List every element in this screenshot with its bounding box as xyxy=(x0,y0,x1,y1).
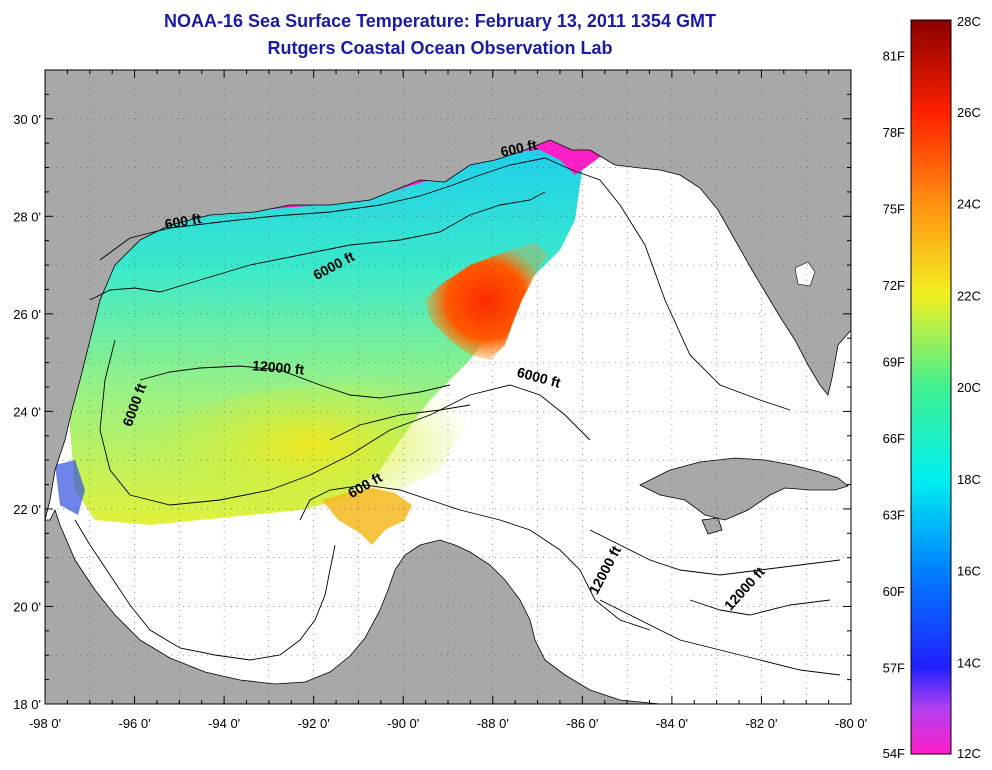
latitude-tick-label: 30 0' xyxy=(13,112,41,127)
latitude-tick-label: 26 0' xyxy=(13,307,41,322)
longitude-tick-label: -90 0' xyxy=(387,716,419,731)
colorbar-fahrenheit-labels: 81F 78F 75F 72F 69F 66F 63F 60F 57F 54F xyxy=(883,49,905,761)
longitude-axis: -98 0' -96 0' -94 0' -92 0' -90 0' -88 0' -86 … xyxy=(29,716,867,731)
latitude-axis: 18 0' 20 0' 22 0' 24 0' 26 0' 28 0' 30 0' xyxy=(13,112,41,712)
colorbar-fahrenheit-label: 81F xyxy=(883,49,905,64)
contour-label: 600 ft xyxy=(164,210,203,232)
longitude-tick-label: -86 0' xyxy=(566,716,598,731)
latitude-tick-label: 28 0' xyxy=(13,209,41,224)
colorbar-celsius-label: 22C xyxy=(957,288,981,303)
longitude-tick-label: -84 0' xyxy=(656,716,688,731)
colorbar-fahrenheit-label: 66F xyxy=(883,431,905,446)
colorbar-fahrenheit-label: 54F xyxy=(883,746,905,761)
land-cuba xyxy=(639,457,849,521)
bathymetry-contours xyxy=(74,157,841,676)
colorbar-celsius-labels: 28C 26C 24C 22C 20C 18C 16C 14C 12C xyxy=(957,14,981,761)
longitude-tick-label: -96 0' xyxy=(118,716,150,731)
longitude-tick-label: -82 0' xyxy=(745,716,777,731)
axis-ticks xyxy=(44,69,852,705)
longitude-tick-label: -88 0' xyxy=(477,716,509,731)
colorbar-celsius-label: 16C xyxy=(957,564,981,579)
contour-caribbean xyxy=(589,529,841,676)
longitude-tick-label: -80 0' xyxy=(835,716,867,731)
colorbar-fahrenheit-label: 57F xyxy=(883,660,905,675)
land-isle-of-youth xyxy=(701,517,723,535)
land-north-america xyxy=(45,70,851,521)
land-mexico-east xyxy=(45,508,661,704)
colorbar-celsius-label: 20C xyxy=(957,380,981,395)
latitude-tick-label: 18 0' xyxy=(13,697,41,712)
colorbar-celsius-label: 28C xyxy=(957,14,981,29)
colorbar-celsius-label: 14C xyxy=(957,655,981,670)
sst-mexico-shelf-cold xyxy=(55,460,85,515)
graticule xyxy=(45,70,851,704)
contour-label: 600 ft xyxy=(499,136,538,159)
latitude-tick-label: 24 0' xyxy=(13,404,41,419)
colorbar-celsius-label: 18C xyxy=(957,472,981,487)
sst-loop-current xyxy=(425,242,548,360)
colorbar-fahrenheit-label: 60F xyxy=(883,584,905,599)
colorbar-celsius-label: 12C xyxy=(957,746,981,761)
contour-600ft-yucatan xyxy=(299,484,651,631)
land xyxy=(45,70,851,704)
colorbar xyxy=(910,19,952,755)
colorbar-fahrenheit-label: 75F xyxy=(883,202,905,217)
contour-6000ft xyxy=(89,191,591,506)
lake-okeechobee xyxy=(794,261,816,287)
sst-yellow-zone xyxy=(140,370,480,520)
latitude-tick-label: 22 0' xyxy=(13,502,41,517)
longitude-tick-label: -92 0' xyxy=(298,716,330,731)
colorbar-fahrenheit-label: 69F xyxy=(883,355,905,370)
longitude-tick-label: -98 0' xyxy=(29,716,61,731)
colorbar-fahrenheit-label: 63F xyxy=(883,507,905,522)
map-subtitle: Rutgers Coastal Ocean Observation Lab xyxy=(267,38,613,58)
map-title: NOAA-16 Sea Surface Temperature: Februar… xyxy=(164,11,716,31)
colorbar-celsius-label: 24C xyxy=(957,197,981,212)
contour-12000ft xyxy=(139,365,471,441)
longitude-tick-label: -94 0' xyxy=(208,716,240,731)
contour-600ft-north xyxy=(99,157,791,411)
colorbar-celsius-label: 26C xyxy=(957,105,981,120)
colorbar-fahrenheit-label: 78F xyxy=(883,125,905,140)
sst-orange-patch xyxy=(322,488,412,545)
contour-mexico-shelf xyxy=(74,519,336,661)
contour-label: 12000 ft xyxy=(252,357,306,378)
latitude-tick-label: 20 0' xyxy=(13,599,41,614)
colorbar-fahrenheit-label: 72F xyxy=(883,278,905,293)
